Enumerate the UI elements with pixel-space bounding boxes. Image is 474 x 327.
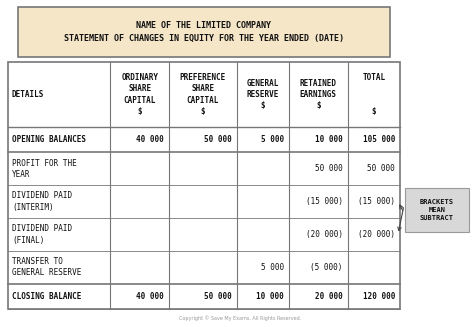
- Text: 40 000: 40 000: [137, 292, 164, 301]
- Text: (5 000): (5 000): [310, 263, 343, 272]
- Text: RETAINED
EARNINGS
$: RETAINED EARNINGS $: [300, 78, 337, 111]
- Text: DIVIDEND PAID
(FINAL): DIVIDEND PAID (FINAL): [12, 224, 72, 245]
- Text: TOTAL


$: TOTAL $: [362, 73, 385, 116]
- Text: 50 000: 50 000: [204, 135, 232, 144]
- Text: NAME OF THE LIMITED COMPANY
STATEMENT OF CHANGES IN EQUITY FOR THE YEAR ENDED (D: NAME OF THE LIMITED COMPANY STATEMENT OF…: [64, 21, 344, 43]
- Text: DETAILS: DETAILS: [12, 90, 45, 99]
- Text: 5 000: 5 000: [261, 135, 284, 144]
- Text: (15 000): (15 000): [358, 197, 395, 206]
- Bar: [405, 188, 469, 232]
- Text: 5 000: 5 000: [261, 263, 284, 272]
- Text: BRACKETS
MEAN
SUBTRACT: BRACKETS MEAN SUBTRACT: [420, 198, 454, 221]
- Text: TRANSFER TO
GENERAL RESERVE: TRANSFER TO GENERAL RESERVE: [12, 257, 82, 278]
- Text: 50 000: 50 000: [367, 164, 395, 173]
- Text: PROFIT FOR THE
YEAR: PROFIT FOR THE YEAR: [12, 159, 77, 179]
- Bar: [18, 7, 390, 57]
- Text: 40 000: 40 000: [137, 135, 164, 144]
- Text: 105 000: 105 000: [363, 135, 395, 144]
- Text: (20 000): (20 000): [358, 230, 395, 239]
- Bar: [8, 62, 400, 309]
- Text: (15 000): (15 000): [306, 197, 343, 206]
- Text: 120 000: 120 000: [363, 292, 395, 301]
- Text: 50 000: 50 000: [315, 164, 343, 173]
- Text: PREFERENCE
SHARE
CAPITAL
$: PREFERENCE SHARE CAPITAL $: [180, 73, 226, 116]
- Text: 10 000: 10 000: [256, 292, 284, 301]
- Text: 10 000: 10 000: [315, 135, 343, 144]
- Text: 50 000: 50 000: [204, 292, 232, 301]
- Text: Save My
Exams: Save My Exams: [181, 131, 299, 183]
- Text: ORDINARY
SHARE
CAPITAL
$: ORDINARY SHARE CAPITAL $: [121, 73, 158, 116]
- Text: DIVIDEND PAID
(INTERIM): DIVIDEND PAID (INTERIM): [12, 192, 72, 212]
- Text: Copyright © Save My Exams. All Rights Reserved.: Copyright © Save My Exams. All Rights Re…: [179, 315, 301, 321]
- Text: CLOSING BALANCE: CLOSING BALANCE: [12, 292, 82, 301]
- Text: GENERAL
RESERVE
$: GENERAL RESERVE $: [246, 78, 279, 111]
- Text: OPENING BALANCES: OPENING BALANCES: [12, 135, 86, 144]
- Text: (20 000): (20 000): [306, 230, 343, 239]
- Text: 20 000: 20 000: [315, 292, 343, 301]
